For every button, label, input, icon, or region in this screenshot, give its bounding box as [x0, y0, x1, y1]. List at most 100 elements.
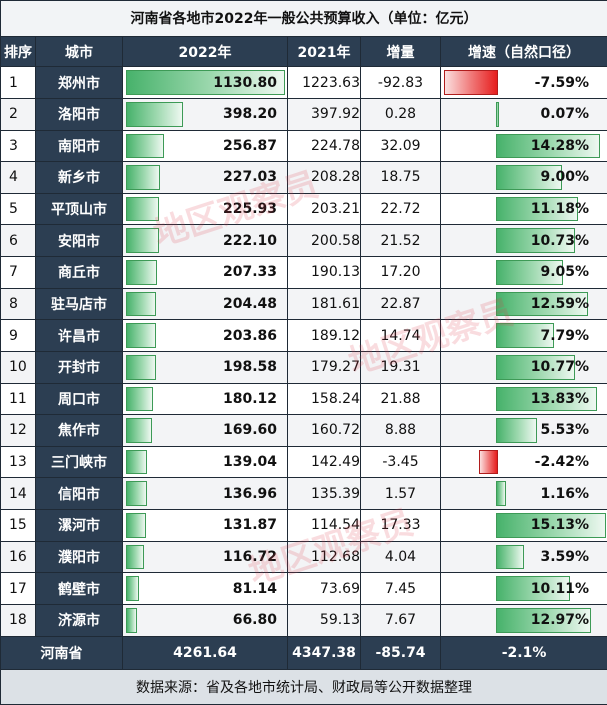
value-2022-text: 180.12 — [222, 390, 277, 407]
table-row: 2 洛阳市 398.20 397.92 0.28 0.07% — [0, 97, 607, 131]
city-cell: 三门峡市 — [35, 445, 123, 479]
growth-rate-cell: 10.11% — [439, 572, 607, 605]
value-2022-bar — [126, 196, 159, 222]
value-2022-text: 222.10 — [222, 232, 277, 249]
value-2021-cell: 158.24 — [287, 382, 361, 416]
growth-rate-bar — [496, 607, 591, 633]
growth-rate-cell: 5.53% — [439, 414, 607, 447]
growth-rate-text: 10.73% — [530, 232, 590, 249]
table-row: 13 三门峡市 139.04 142.49 -3.45 -2.42% — [0, 445, 607, 479]
table-row: 7 商丘市 207.33 190.13 17.20 9.05% — [0, 256, 607, 289]
city-cell: 周口市 — [35, 382, 123, 416]
growth-rate-bar — [496, 101, 499, 127]
growth-rate-text: 7.79% — [540, 327, 590, 344]
value-2021-cell: 190.13 — [287, 256, 361, 289]
value-2022-cell: 116.72 — [122, 540, 288, 574]
growth-rate-text: 14.28% — [530, 137, 590, 154]
growth-rate-cell: 15.13% — [439, 509, 607, 542]
rank-cell: 13 — [0, 445, 36, 479]
value-2022-text: 225.93 — [222, 201, 277, 218]
value-2022-text: 398.20 — [222, 106, 277, 123]
value-2022-text: 256.87 — [222, 137, 277, 154]
growth-rate-cell: -2.42% — [439, 445, 607, 479]
rank-cell: 2 — [0, 97, 36, 131]
value-2022-text: 131.87 — [222, 517, 277, 534]
growth-rate-negative-bar — [444, 70, 498, 95]
city-cell: 驻马店市 — [35, 287, 123, 321]
increase-cell: 19.31 — [360, 350, 441, 384]
value-2022-bar — [126, 576, 139, 601]
growth-rate-bar — [496, 544, 524, 570]
growth-rate-bar — [496, 418, 537, 443]
growth-rate-text: 1.16% — [540, 485, 590, 502]
growth-rate-text: 5.53% — [540, 422, 590, 439]
growth-rate-cell: 3.59% — [439, 540, 607, 574]
value-2022-bar — [126, 544, 144, 570]
value-2022-cell: 256.87 — [122, 129, 288, 163]
table-row: 15 漯河市 131.87 114.54 17.33 15.13% — [0, 509, 607, 542]
table-row: 14 信阳市 136.96 135.39 1.57 1.16% — [0, 477, 607, 511]
city-cell: 济源市 — [35, 603, 123, 637]
growth-rate-text: 9.00% — [540, 169, 590, 186]
growth-rate-text: 12.97% — [530, 612, 590, 629]
value-2022-cell: 204.48 — [122, 287, 288, 321]
value-2022-cell: 1130.80 — [122, 66, 288, 99]
value-2022-cell: 81.14 — [122, 572, 288, 605]
growth-rate-text: 10.11% — [530, 580, 590, 597]
city-cell: 开封市 — [35, 350, 123, 384]
value-2022-text: 136.96 — [222, 485, 277, 502]
value-2022-text: 81.14 — [232, 580, 277, 597]
value-2021-cell: 59.13 — [287, 603, 361, 637]
city-cell: 新乡市 — [35, 161, 123, 194]
growth-rate-bar — [496, 323, 554, 348]
value-2022-cell: 225.93 — [122, 192, 288, 226]
growth-rate-bar — [496, 260, 563, 285]
value-2021-cell: 73.69 — [287, 572, 361, 605]
value-2022-cell: 398.20 — [122, 97, 288, 131]
growth-rate-cell: 12.59% — [439, 287, 607, 321]
table-row: 1 郑州市 1130.80 1223.63 -92.83 -7.59% — [0, 66, 607, 99]
rank-cell: 18 — [0, 603, 36, 637]
header-rank: 排序 — [0, 35, 36, 68]
total-row: 河南省 4261.64 4347.38 -85.74 -2.1% — [0, 635, 607, 671]
value-2022-bar — [126, 607, 137, 633]
table-row: 12 焦作市 169.60 160.72 8.88 5.53% — [0, 414, 607, 447]
header-2022: 2022年 — [122, 35, 288, 68]
total-label: 河南省 — [0, 635, 123, 671]
value-2021-cell: 142.49 — [287, 445, 361, 479]
city-cell: 濮阳市 — [35, 540, 123, 574]
value-2022-bar — [126, 70, 285, 95]
total-increase: -85.74 — [360, 635, 441, 671]
value-2022-text: 198.58 — [222, 359, 277, 376]
header-increase: 增量 — [360, 35, 441, 68]
table-row: 8 驻马店市 204.48 181.61 22.87 12.59% — [0, 287, 607, 321]
increase-cell: 8.88 — [360, 414, 441, 447]
growth-rate-bar — [496, 196, 578, 222]
total-2021: 4347.38 — [287, 635, 361, 671]
growth-rate-text: 3.59% — [540, 548, 590, 565]
value-2022-bar — [126, 165, 160, 190]
city-cell: 许昌市 — [35, 319, 123, 352]
growth-rate-bar — [496, 386, 597, 412]
city-cell: 焦作市 — [35, 414, 123, 447]
increase-cell: 21.88 — [360, 382, 441, 416]
value-2022-text: 66.80 — [232, 612, 277, 629]
rank-cell: 3 — [0, 129, 36, 163]
value-2022-cell: 66.80 — [122, 603, 288, 637]
value-2022-text: 204.48 — [222, 295, 277, 312]
value-2021-cell: 397.92 — [287, 97, 361, 131]
rank-cell: 5 — [0, 192, 36, 226]
growth-rate-bar — [496, 133, 600, 159]
value-2022-bar — [126, 418, 152, 443]
table-row: 11 周口市 180.12 158.24 21.88 13.83% — [0, 382, 607, 416]
city-cell: 安阳市 — [35, 224, 123, 258]
rank-cell: 12 — [0, 414, 36, 447]
increase-cell: -92.83 — [360, 66, 441, 99]
growth-rate-cell: 10.73% — [439, 224, 607, 258]
growth-rate-bar — [496, 165, 562, 190]
value-2022-bar — [126, 386, 153, 412]
value-2021-cell: 203.21 — [287, 192, 361, 226]
value-2022-bar — [126, 481, 147, 507]
growth-rate-bar — [496, 576, 570, 601]
